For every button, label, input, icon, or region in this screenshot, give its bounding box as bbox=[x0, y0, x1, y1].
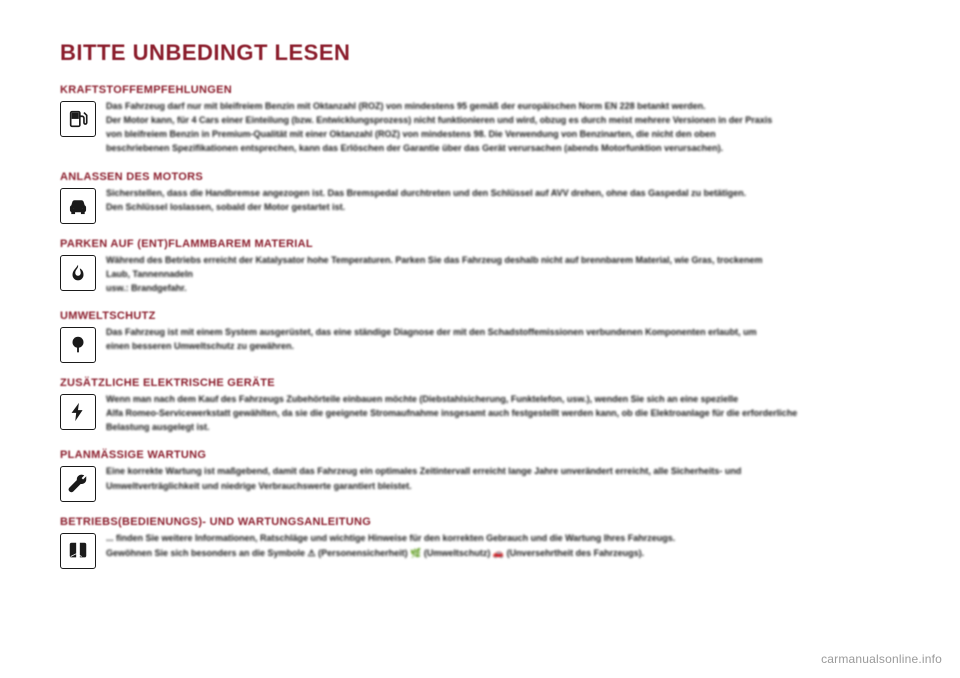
section-maintenance: PLANMÄSSIGE WARTUNG Eine korrekte Wartun… bbox=[60, 449, 900, 502]
footer-watermark: carmanualsonline.info bbox=[821, 652, 942, 666]
tree-icon bbox=[60, 327, 96, 363]
section-body: Das Fahrzeug ist mit einem System ausger… bbox=[60, 326, 900, 363]
manual-page: BITTE UNBEDINGT LESEN KRAFTSTOFFEMPFEHLU… bbox=[0, 0, 960, 678]
section-body: Während des Betriebs erreicht der Kataly… bbox=[60, 254, 900, 296]
section-parking: PARKEN AUF (ENT)FLAMMBAREM MATERIAL Währ… bbox=[60, 238, 900, 296]
section-fuel: KRAFTSTOFFEMPFEHLUNGEN Das Fahrzeug darf… bbox=[60, 84, 900, 157]
section-heading: KRAFTSTOFFEMPFEHLUNGEN bbox=[60, 84, 900, 96]
section-text: Wenn man nach dem Kauf des Fahrzeugs Zub… bbox=[106, 393, 900, 435]
section-heading: UMWELTSCHUTZ bbox=[60, 310, 900, 322]
section-heading: PLANMÄSSIGE WARTUNG bbox=[60, 449, 900, 461]
section-text: Eine korrekte Wartung ist maßgebend, dam… bbox=[106, 465, 900, 493]
fuel-pump-icon bbox=[60, 101, 96, 137]
manual-icon bbox=[60, 533, 96, 569]
section-electrical: ZUSÄTZLICHE ELEKTRISCHE GERÄTE Wenn man … bbox=[60, 377, 900, 435]
section-text: Das Fahrzeug darf nur mit bleifreiem Ben… bbox=[106, 100, 900, 157]
page-title: BITTE UNBEDINGT LESEN bbox=[60, 40, 900, 66]
flame-icon bbox=[60, 255, 96, 291]
section-body: Sicherstellen, dass die Handbremse angez… bbox=[60, 187, 900, 224]
section-heading: ANLASSEN DES MOTORS bbox=[60, 171, 900, 183]
lightning-icon bbox=[60, 394, 96, 430]
section-starting: ANLASSEN DES MOTORS Sicherstellen, dass … bbox=[60, 171, 900, 224]
section-heading: BETRIEBS(BEDIENUNGS)- UND WARTUNGSANLEIT… bbox=[60, 516, 900, 528]
car-front-icon bbox=[60, 188, 96, 224]
section-text: ... finden Sie weitere Informationen, Ra… bbox=[106, 532, 900, 560]
section-heading: ZUSÄTZLICHE ELEKTRISCHE GERÄTE bbox=[60, 377, 900, 389]
wrench-icon bbox=[60, 466, 96, 502]
section-environment: UMWELTSCHUTZ Das Fahrzeug ist mit einem … bbox=[60, 310, 900, 363]
section-text: Sicherstellen, dass die Handbremse angez… bbox=[106, 187, 900, 215]
section-text: Das Fahrzeug ist mit einem System ausger… bbox=[106, 326, 900, 354]
section-body: Eine korrekte Wartung ist maßgebend, dam… bbox=[60, 465, 900, 502]
section-body: Wenn man nach dem Kauf des Fahrzeugs Zub… bbox=[60, 393, 900, 435]
section-heading: PARKEN AUF (ENT)FLAMMBAREM MATERIAL bbox=[60, 238, 900, 250]
section-body: Das Fahrzeug darf nur mit bleifreiem Ben… bbox=[60, 100, 900, 157]
section-text: Während des Betriebs erreicht der Kataly… bbox=[106, 254, 900, 296]
section-manual: BETRIEBS(BEDIENUNGS)- UND WARTUNGSANLEIT… bbox=[60, 516, 900, 569]
section-body: ... finden Sie weitere Informationen, Ra… bbox=[60, 532, 900, 569]
